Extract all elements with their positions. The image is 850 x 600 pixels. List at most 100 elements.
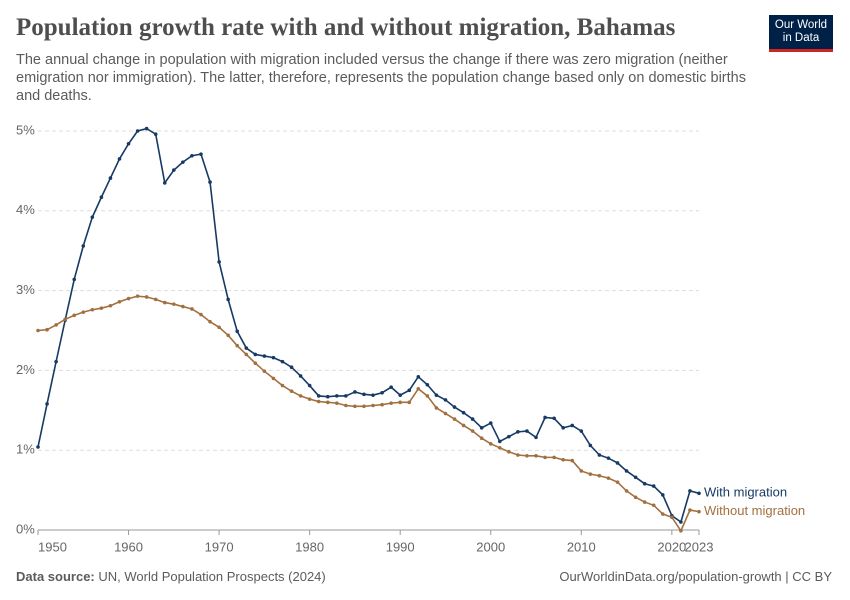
data-point [126, 141, 131, 146]
legend-label: With migration [704, 485, 787, 500]
data-point [217, 325, 221, 330]
data-point [298, 374, 303, 378]
data-point [642, 500, 647, 504]
data-point [552, 416, 556, 421]
series-line [37, 295, 700, 533]
data-point [108, 176, 113, 180]
data-point [371, 393, 375, 397]
data-point [497, 439, 502, 444]
data-point [416, 386, 421, 391]
data-point [226, 333, 230, 338]
data-point [135, 129, 140, 133]
data-point [516, 453, 520, 457]
logo-line: Our World [774, 19, 828, 31]
data-point [172, 302, 176, 306]
data-point [181, 304, 185, 309]
data-point [497, 446, 502, 450]
data-point [425, 394, 430, 398]
data-point [289, 365, 294, 370]
data-point [452, 417, 457, 421]
data-point [353, 390, 357, 394]
data-point [561, 426, 565, 430]
data-point [244, 352, 249, 357]
data-point [552, 455, 556, 460]
data-point [434, 393, 439, 397]
source: Data source: UN, World Population Prospe… [16, 569, 326, 584]
data-point [651, 503, 656, 508]
data-point [280, 359, 285, 364]
data-point [316, 399, 321, 404]
x-tick-label: 1980 [295, 539, 324, 554]
source-label: Data source: [16, 569, 95, 584]
data-point [561, 457, 565, 462]
data-point [543, 455, 547, 460]
data-point [534, 435, 538, 440]
data-point [54, 323, 58, 327]
data-point [162, 300, 167, 305]
data-point [162, 181, 167, 185]
x-tick-label: 1990 [386, 539, 415, 554]
data-point [208, 180, 212, 184]
data-point [217, 260, 221, 264]
y-tick-label: 4% [16, 202, 35, 217]
data-point [135, 294, 140, 298]
data-point [90, 215, 95, 219]
data-point [262, 354, 267, 358]
data-point [389, 401, 393, 405]
data-point [470, 417, 475, 421]
data-point [407, 400, 412, 405]
data-point [479, 426, 484, 430]
data-point [298, 394, 303, 398]
data-point [570, 458, 575, 463]
data-point [507, 434, 511, 439]
data-point [280, 383, 285, 388]
data-point [579, 469, 584, 473]
data-point [226, 297, 230, 302]
data-point [36, 328, 40, 333]
data-point [271, 376, 276, 381]
data-point [597, 453, 602, 457]
data-point [353, 404, 357, 409]
data-point [190, 153, 194, 158]
data-point [262, 369, 267, 373]
data-point [99, 195, 104, 200]
data-point [90, 307, 95, 312]
data-point [344, 403, 348, 408]
data-point [633, 475, 638, 480]
x-tick-label: 2010 [567, 539, 596, 554]
data-point [516, 430, 520, 434]
url[interactable]: OurWorldinData.org/population-growth | C… [559, 569, 832, 584]
x-tick-label: 1950 [38, 539, 67, 554]
data-point [36, 445, 40, 449]
data-point [144, 126, 149, 131]
data-point [606, 476, 611, 480]
y-tick-label: 3% [16, 282, 35, 297]
data-point [670, 515, 674, 520]
data-point [660, 493, 665, 497]
logo[interactable]: Our World in Data [769, 15, 833, 52]
legend-label: Without migration [704, 503, 805, 518]
data-point [235, 343, 240, 348]
data-point [362, 392, 366, 397]
y-tick-label: 5% [16, 122, 35, 137]
data-point [325, 400, 330, 405]
data-point [271, 355, 276, 360]
data-point [126, 296, 131, 301]
data-point [244, 346, 249, 350]
data-point [488, 442, 493, 446]
data-point [190, 307, 194, 311]
y-tick-label: 0% [16, 521, 35, 536]
data-point [624, 469, 629, 473]
data-point [380, 402, 384, 407]
data-point [253, 361, 258, 366]
title: Population growth rate with and without … [16, 14, 676, 41]
data-point [307, 383, 312, 388]
data-point [199, 152, 203, 156]
data-point [624, 489, 629, 493]
data-point [525, 429, 529, 433]
data-point [443, 411, 448, 416]
data-point [488, 421, 493, 425]
data-point [588, 472, 593, 476]
data-point [344, 394, 348, 398]
subtitle: The annual change in population with mig… [16, 52, 746, 104]
